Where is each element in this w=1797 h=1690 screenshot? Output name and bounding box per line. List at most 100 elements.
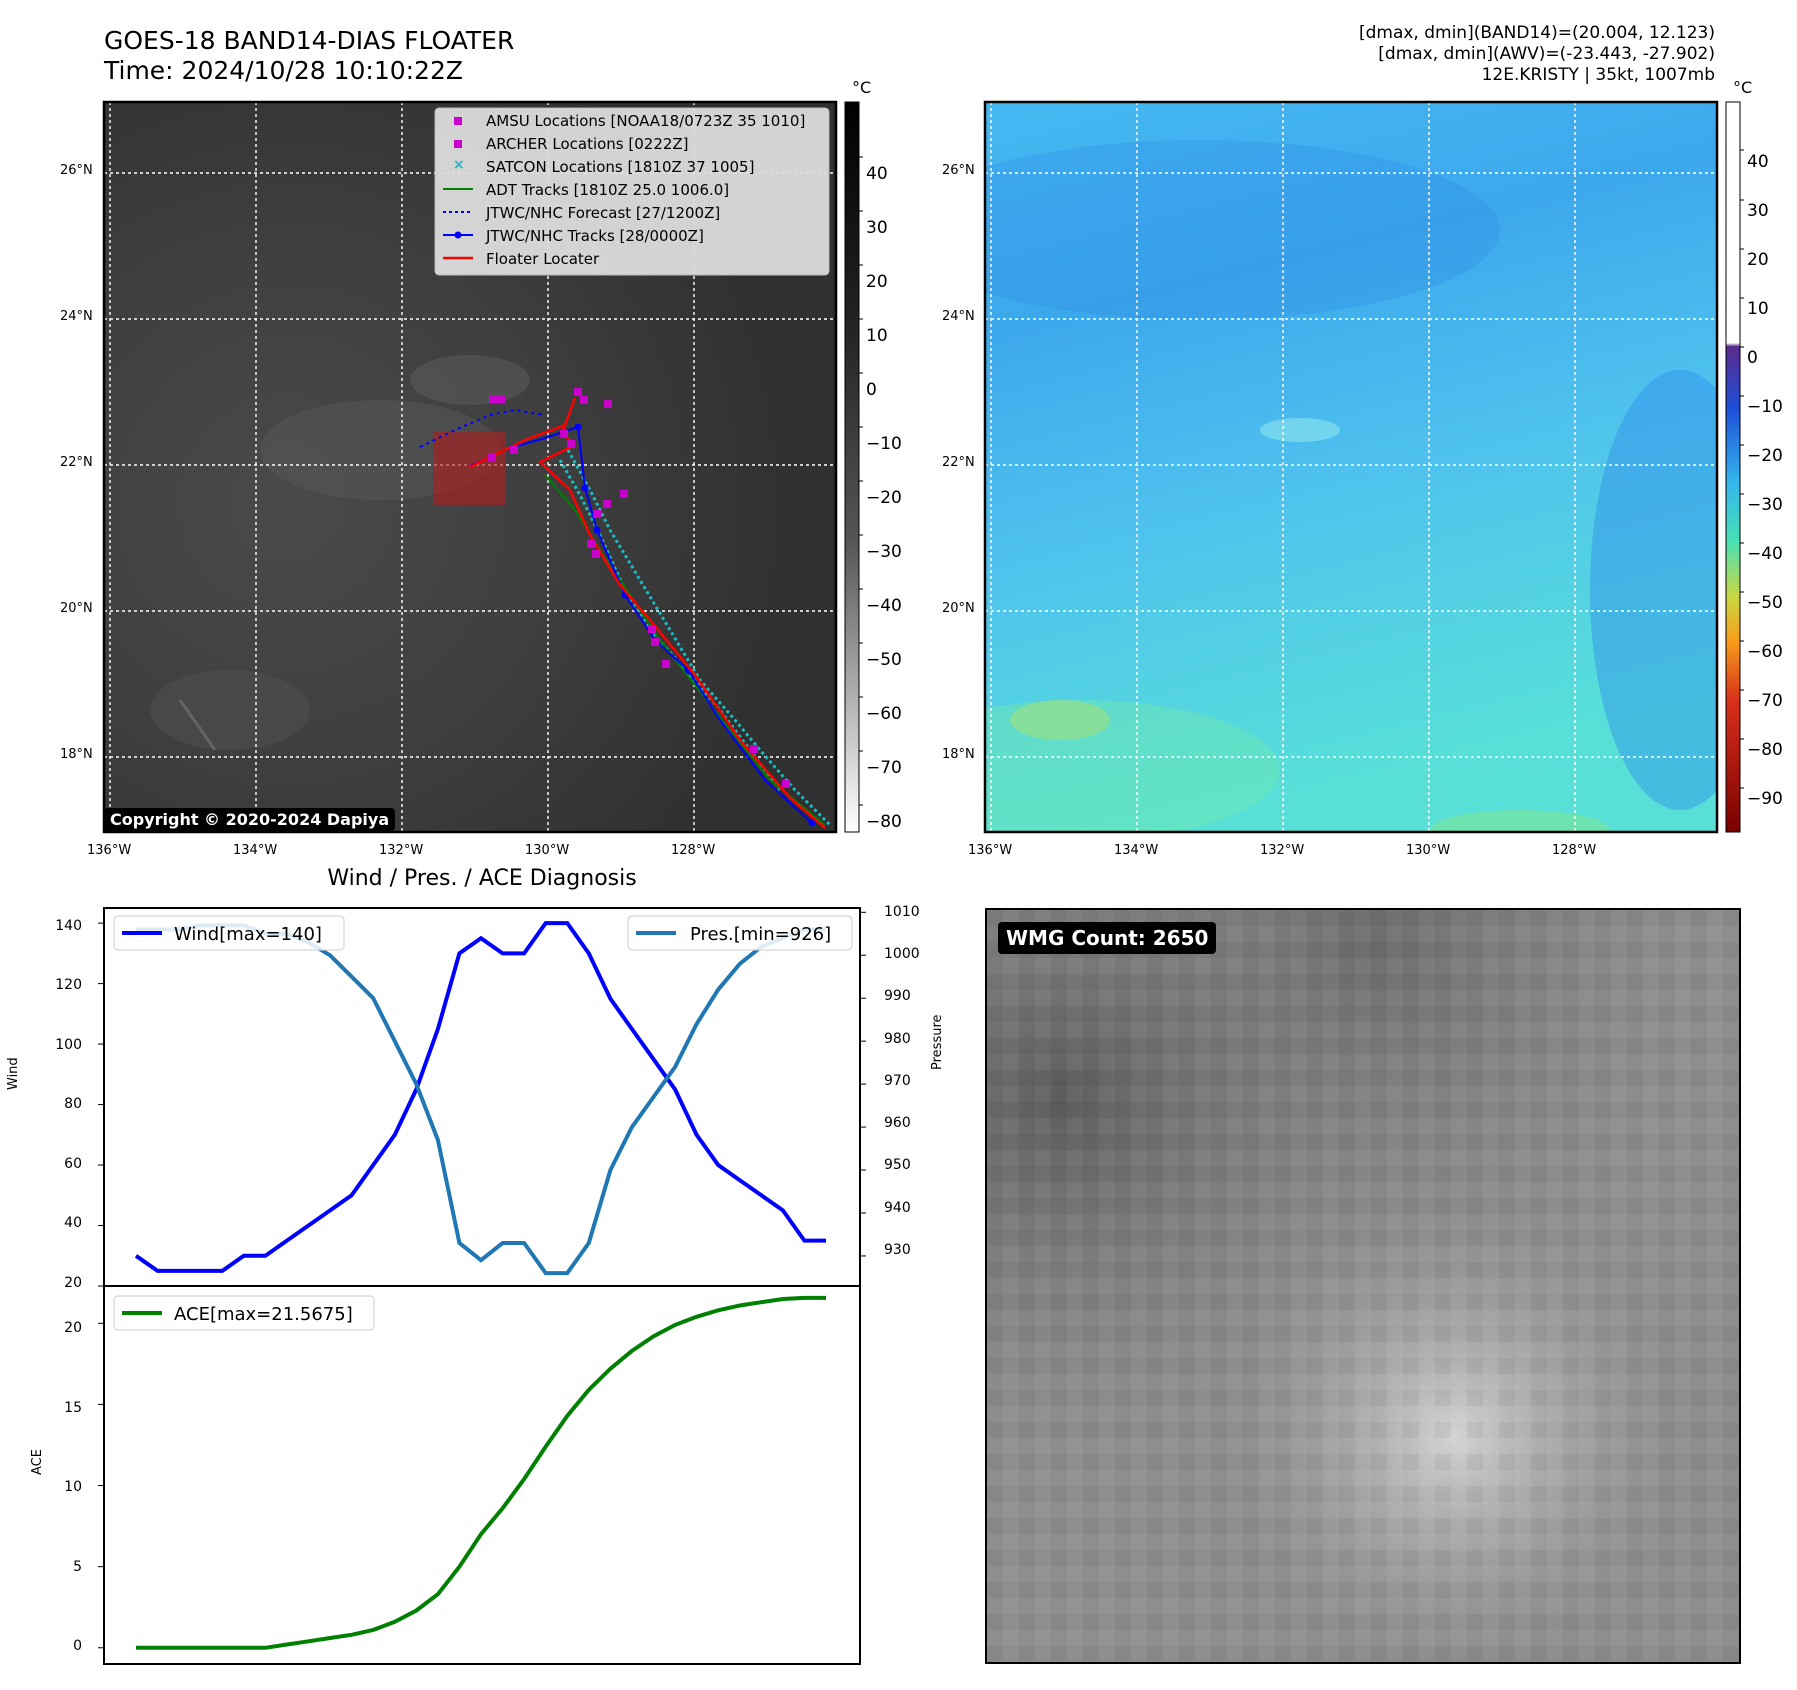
wind-tick-label: 120 — [55, 977, 82, 993]
ir-cb-tick: −40 — [866, 596, 902, 616]
wind-tick-label: 60 — [64, 1156, 82, 1172]
wv-lat-label: 26°N — [942, 163, 975, 178]
wind-tick-label: 140 — [55, 918, 82, 934]
ace-tick-label: 10 — [64, 1479, 82, 1495]
pressure-axis-title: Pressure — [930, 1014, 945, 1070]
copyright-badge: Copyright © 2020-2024 Dapiya — [104, 808, 396, 831]
ace-tick-label: 0 — [73, 1638, 82, 1654]
ace-legend-label: ACE[max=21.5675] — [174, 1304, 353, 1325]
ir-cb-tick: 30 — [866, 218, 888, 238]
band14-range: [dmax, dmin](BAND14)=(20.004, 12.123) — [1358, 23, 1715, 43]
amsu-archer-markers — [488, 388, 790, 788]
ir-lat-label: 20°N — [60, 601, 93, 616]
pres-tick-label: 1010 — [884, 904, 920, 920]
ir-cb-tick: −80 — [866, 812, 902, 832]
wv-lon-label: 130°W — [1406, 843, 1451, 858]
legend-archer: ARCHER Locations [0222Z] — [486, 135, 689, 153]
legend-jtwc-tracks: JTWC/NHC Tracks [28/0000Z] — [486, 227, 704, 245]
pres-tick-label: 980 — [884, 1031, 911, 1047]
svg-text:×: × — [453, 157, 465, 173]
legend-floater: Floater Locater — [486, 250, 600, 268]
ace-axes — [103, 1285, 861, 1665]
wv-graticule — [985, 102, 1717, 832]
pres-tick-label: 940 — [884, 1200, 911, 1216]
wv-lat-label: 24°N — [942, 309, 975, 324]
ace-tick-label: 15 — [64, 1400, 82, 1416]
ir-cb-tick: 40 — [866, 164, 888, 184]
pres-tick-label: 930 — [884, 1242, 911, 1258]
pres-tick-label: 960 — [884, 1115, 911, 1131]
wv-cb-tick: −60 — [1747, 642, 1783, 662]
pres-legend-label: Pres.[min=926] — [690, 924, 832, 945]
ir-lat-label: 18°N — [60, 747, 93, 762]
wv-lon-label: 136°W — [968, 843, 1013, 858]
wv-cb-tick: 0 — [1747, 348, 1758, 368]
wv-map-panel — [983, 100, 1744, 834]
ir-lat-label: 24°N — [60, 309, 93, 324]
wv-cb-tick: −80 — [1747, 740, 1783, 760]
diagnosis-chart — [98, 907, 866, 1665]
ir-cb-tick: −30 — [866, 542, 902, 562]
adt-track — [544, 474, 826, 826]
ir-cb-tick: 0 — [866, 380, 877, 400]
ir-lat-label: 22°N — [60, 455, 93, 470]
wmg-count-badge: WMG Count: 2650 — [998, 922, 1217, 954]
ir-colorbar — [844, 101, 860, 833]
wv-imagery — [985, 102, 1717, 832]
figure-title: GOES-18 BAND14-DIAS FLOATER — [104, 26, 515, 55]
floater-locater-track — [469, 397, 826, 829]
ace-axis-title: ACE — [30, 1449, 45, 1475]
ace-tick-label: 5 — [73, 1559, 82, 1575]
wv-cb-tick: 10 — [1747, 299, 1769, 319]
legend-jtwc-forecast: JTWC/NHC Forecast [27/1200Z] — [486, 204, 721, 222]
pres-tick-label: 970 — [884, 1073, 911, 1089]
wv-lat-label: 20°N — [942, 601, 975, 616]
ir-colorbar-ticks: 40 30 20 10 0 −10 −20 −30 −40 −50 −60 −7… — [866, 147, 902, 849]
ir-cb-tick: 20 — [866, 272, 888, 292]
floater-box — [433, 432, 506, 505]
storm-info: 12E.KRISTY | 35kt, 1007mb — [1481, 65, 1715, 85]
ir-legend-labels: AMSU Locations [NOAA18/0723Z 35 1010] AR… — [486, 110, 805, 271]
ir-cb-tick: −70 — [866, 758, 902, 778]
ir-lon-label: 136°W — [87, 843, 132, 858]
wv-cb-tick: −20 — [1747, 446, 1783, 466]
wv-cb-tick: 30 — [1747, 201, 1769, 221]
ir-cb-tick: −20 — [866, 488, 902, 508]
wv-cb-tick: −70 — [1747, 691, 1783, 711]
ir-cb-tick: −10 — [866, 434, 902, 454]
wmg-panel — [985, 908, 1741, 1664]
wind-axis-title: Wind — [6, 1057, 21, 1090]
ace-series-line — [136, 1295, 826, 1650]
wind-pres-axes — [103, 907, 861, 1287]
jtwc-track — [469, 425, 813, 824]
ir-lon-label: 134°W — [233, 843, 278, 858]
ir-map-panel: × — [102, 100, 863, 834]
wv-cb-tick: −30 — [1747, 495, 1783, 515]
ir-legend: × — [434, 107, 830, 276]
ir-lon-label: 128°W — [671, 843, 716, 858]
wind-tick-label: 80 — [64, 1096, 82, 1112]
pres-tick-label: 1000 — [884, 946, 920, 962]
wv-cb-tick: −50 — [1747, 593, 1783, 613]
wind-tick-label: 100 — [55, 1037, 82, 1053]
wv-cb-tick: −90 — [1747, 789, 1783, 809]
figure-time: Time: 2024/10/28 10:10:22Z — [104, 56, 463, 85]
wv-colorbar-unit: °C — [1733, 78, 1753, 97]
wv-colorbar-ticks: 40 30 20 10 0 −10 −20 −30 −40 −50 −60 −7… — [1747, 138, 1783, 824]
wind-legend-label: Wind[max=140] — [174, 924, 322, 945]
wind-series-line — [134, 921, 826, 1273]
jtwc-forecast-track — [419, 408, 546, 448]
wind-tick-label: 40 — [64, 1215, 82, 1231]
ir-cb-tick: 10 — [866, 326, 888, 346]
wv-colorbar — [1725, 101, 1741, 833]
wv-cb-tick: 40 — [1747, 152, 1769, 172]
wmg-imagery — [987, 910, 1739, 1662]
wv-lat-label: 22°N — [942, 455, 975, 470]
ace-tick-label: 20 — [64, 1320, 82, 1336]
wv-lat-label: 18°N — [942, 747, 975, 762]
ace-legend-box — [113, 1295, 375, 1331]
wv-lon-label: 134°W — [1114, 843, 1159, 858]
ir-lon-label: 130°W — [525, 843, 570, 858]
awv-range: [dmax, dmin](AWV)=(-23.443, -27.902) — [1378, 44, 1715, 64]
wv-lon-label: 128°W — [1552, 843, 1597, 858]
